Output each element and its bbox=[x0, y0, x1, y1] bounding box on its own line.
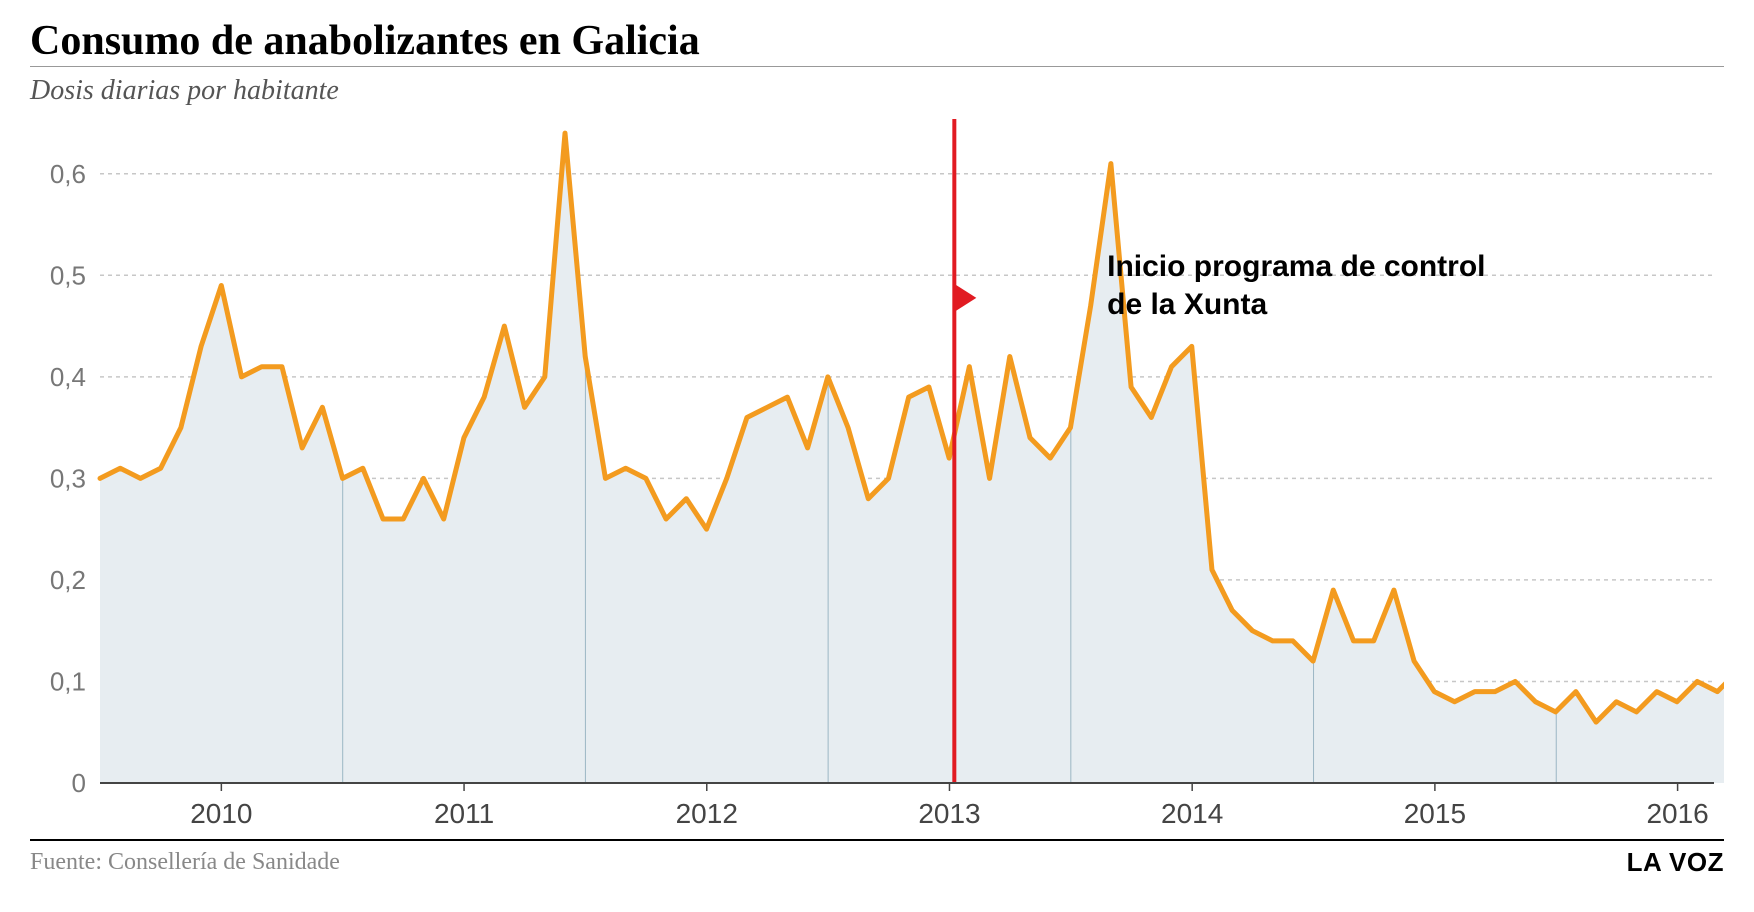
svg-text:0,4: 0,4 bbox=[50, 362, 86, 392]
svg-text:2012: 2012 bbox=[676, 798, 738, 829]
svg-text:2014: 2014 bbox=[1161, 798, 1223, 829]
chart: 0 0,1 0,2 0,3 0,4 0,5 0,6 2010 2011 2012 2013 2014 2… bbox=[30, 113, 1724, 833]
chart-subtitle: Dosis diarias por habitante bbox=[30, 75, 1724, 107]
svg-text:0,3: 0,3 bbox=[50, 464, 86, 494]
chart-title: Consumo de anabolizantes en Galicia bbox=[30, 18, 710, 66]
title-row: Consumo de anabolizantes en Galicia bbox=[30, 18, 1724, 67]
svg-text:0,5: 0,5 bbox=[50, 260, 86, 290]
publisher-logo: LA VOZ bbox=[1627, 847, 1724, 878]
svg-text:2011: 2011 bbox=[434, 798, 494, 829]
event-annotation: Inicio programa de control de la Xunta bbox=[1107, 248, 1485, 323]
chart-svg: 0 0,1 0,2 0,3 0,4 0,5 0,6 2010 2011 2012 2013 2014 2… bbox=[30, 113, 1724, 833]
svg-text:2016: 2016 bbox=[1646, 798, 1708, 829]
annotation-line2: de la Xunta bbox=[1107, 288, 1267, 321]
svg-text:0: 0 bbox=[72, 768, 86, 798]
svg-text:2015: 2015 bbox=[1404, 798, 1466, 829]
source-label: Fuente: Consellería de Sanidade bbox=[30, 849, 340, 876]
svg-text:0,2: 0,2 bbox=[50, 565, 86, 595]
footer: Fuente: Consellería de Sanidade LA VOZ bbox=[30, 839, 1724, 878]
svg-text:2013: 2013 bbox=[918, 798, 980, 829]
annotation-line1: Inicio programa de control bbox=[1107, 250, 1485, 283]
svg-text:2010: 2010 bbox=[190, 798, 252, 829]
svg-text:0,6: 0,6 bbox=[50, 159, 86, 189]
svg-text:0,1: 0,1 bbox=[50, 667, 86, 697]
